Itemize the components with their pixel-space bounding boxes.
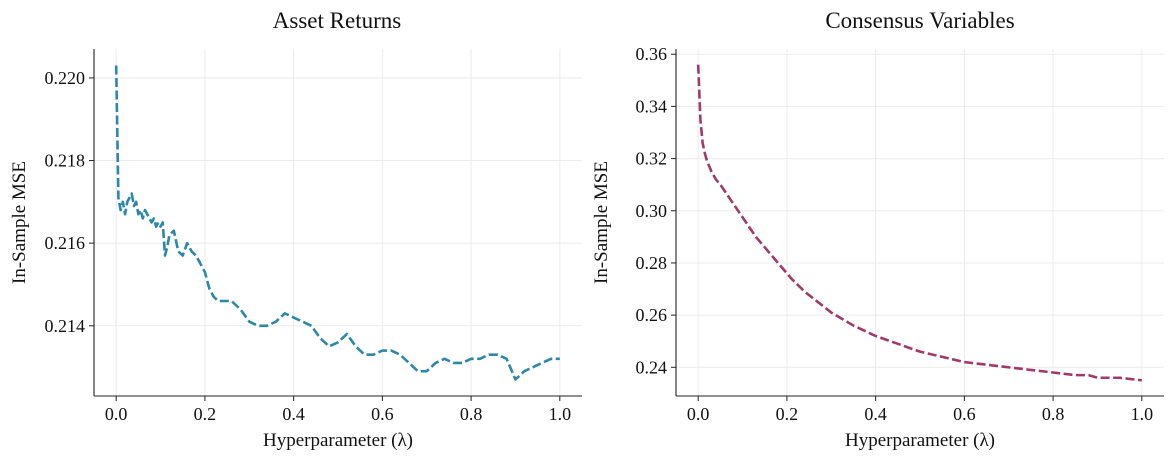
y-axis-label: In-Sample MSE <box>591 161 612 284</box>
x-tick-label: 0.2 <box>776 404 799 424</box>
x-tick-label: 0.8 <box>460 404 483 424</box>
series-line-1 <box>114 65 560 381</box>
x-tick-label: 0.0 <box>105 404 128 424</box>
y-tick-label: 0.220 <box>45 68 86 88</box>
x-tick-label: 0.6 <box>371 404 394 424</box>
y-tick-label: 0.36 <box>636 44 668 64</box>
y-tick-label: 0.214 <box>45 316 86 336</box>
x-tick-label: 0.4 <box>282 404 305 424</box>
y-tick-label: 0.218 <box>45 151 86 171</box>
x-tick-label: 1.0 <box>1131 404 1154 424</box>
chart-panel-1: 0.0 0.2 0.4 0.6 0.8 1.0 0.214 0.216 0.218 0.220 As… <box>9 8 582 451</box>
y-tick-label: 0.24 <box>636 357 668 377</box>
y-tick-label: 0.28 <box>636 253 668 273</box>
y-tick-label: 0.30 <box>636 201 668 221</box>
x-axis-label: Hyperparameter (λ) <box>845 430 995 451</box>
y-tick-label: 0.26 <box>636 305 668 325</box>
chart-panel-2: 0.0 0.2 0.4 0.6 0.8 1.0 0.24 0.26 0.28 0.30 0.32 0.… <box>591 8 1164 451</box>
x-axis-label: Hyperparameter (λ) <box>263 430 413 451</box>
y-tick-label: 0.32 <box>636 149 668 169</box>
y-tick-label: 0.34 <box>636 96 668 116</box>
x-tick-label: 0.2 <box>194 404 217 424</box>
x-tick-label: 0.6 <box>953 404 976 424</box>
y-tick-label: 0.216 <box>45 233 86 253</box>
y-axis-label: In-Sample MSE <box>9 161 30 284</box>
x-tick-label: 0.0 <box>687 404 710 424</box>
chart-title: Asset Returns <box>273 8 401 33</box>
series-line-1 <box>696 64 1142 382</box>
x-tick-label: 0.8 <box>1042 404 1065 424</box>
x-tick-label: 0.4 <box>864 404 887 424</box>
x-tick-label: 1.0 <box>549 404 572 424</box>
chart-title: Consensus Variables <box>825 8 1014 33</box>
